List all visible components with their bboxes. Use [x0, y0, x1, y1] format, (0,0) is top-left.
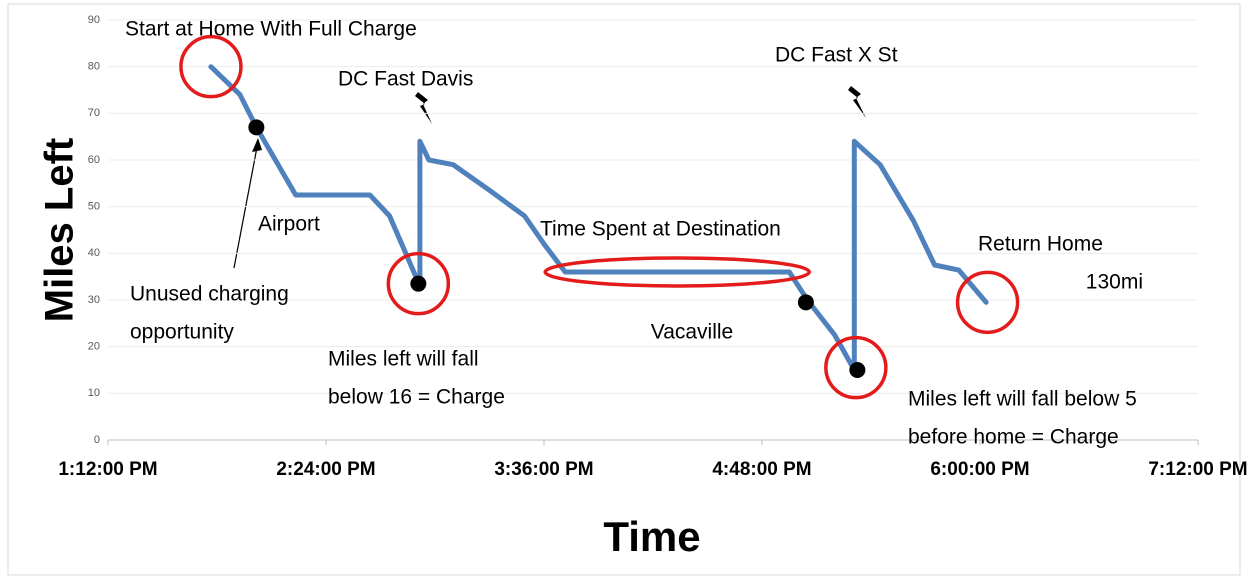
annotation: below 16 = Charge: [328, 386, 505, 409]
annotation: Vacaville: [651, 321, 733, 344]
x-tick-label: 7:12:00 PM: [1148, 459, 1247, 480]
x-tick-label: 4:48:00 PM: [712, 459, 811, 480]
y-tick-label: 70: [88, 107, 100, 119]
marker-dot: [797, 294, 814, 311]
annotation: Unused charging: [130, 283, 289, 306]
y-axis-title: Miles Left: [38, 138, 82, 322]
annotation: Miles left will fall: [328, 348, 479, 371]
marker-dot: [410, 275, 427, 292]
y-tick-label: 50: [88, 201, 100, 213]
y-tick-label: 60: [88, 154, 100, 166]
x-axis-title: Time: [603, 513, 700, 560]
y-tick-label: 0: [94, 434, 100, 446]
highlight-circle: [955, 270, 1020, 335]
y-tick-label: 80: [88, 61, 100, 73]
annotation: opportunity: [130, 321, 234, 344]
annotation: DC Fast X St: [775, 44, 898, 67]
data-line: [208, 64, 989, 373]
annotation: Airport: [258, 213, 320, 236]
highlight-circle: [179, 34, 243, 99]
marker-dot: [849, 362, 866, 378]
annotation: 130mi: [1086, 271, 1143, 294]
annotation: Time Spent at Destination: [540, 218, 781, 241]
x-tick-label: 1:12:00 PM: [58, 459, 157, 480]
x-tick-label: 2:24:00 PM: [276, 459, 375, 480]
annotation: Start at Home With Full Charge: [125, 18, 417, 41]
annotation: Return Home: [978, 233, 1103, 256]
highlight-circle: [386, 251, 451, 316]
y-tick-label: 30: [88, 294, 100, 306]
chart-frame: [7, 3, 1241, 576]
annotation: before home = Charge: [908, 426, 1119, 449]
marker-dot: [248, 119, 265, 136]
y-tick-label: 10: [88, 387, 100, 399]
lightning-bolt: [415, 92, 432, 124]
y-tick-label: 40: [88, 247, 100, 259]
y-tick-label: 20: [88, 341, 100, 353]
highlight-ellipse: [543, 256, 811, 288]
highlight-circle: [824, 335, 888, 400]
y-tick-label: 90: [88, 14, 100, 26]
annotation: DC Fast Davis: [338, 68, 473, 91]
x-tick-label: 3:36:00 PM: [494, 459, 593, 480]
arrow-head: [252, 138, 262, 152]
x-tick-label: 6:00:00 PM: [930, 459, 1029, 480]
annotation-arrow: [233, 141, 259, 269]
lightning-bolt: [848, 86, 866, 118]
annotation: Miles left will fall below 5: [908, 388, 1137, 411]
